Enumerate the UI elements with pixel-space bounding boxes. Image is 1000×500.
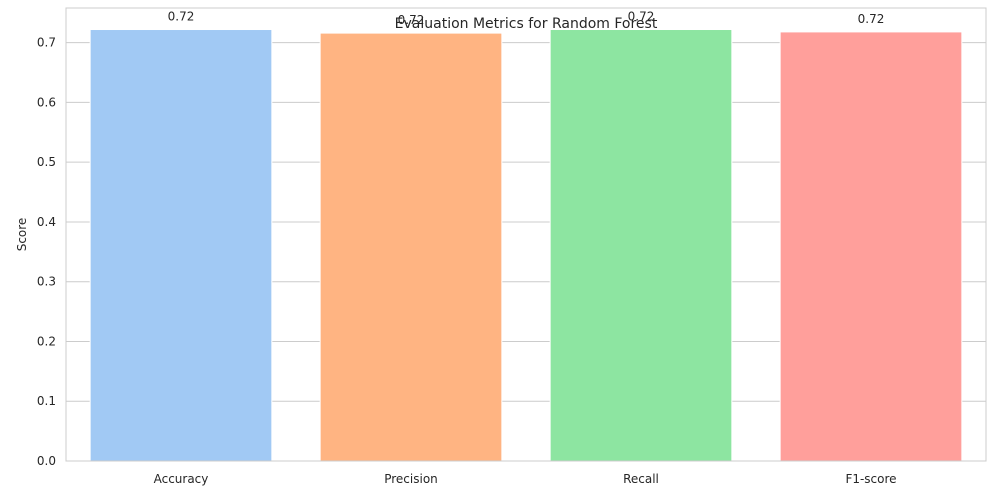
x-tick-label: Precision <box>384 472 438 486</box>
y-tick-label: 0.2 <box>37 334 56 348</box>
y-tick-label: 0.0 <box>37 454 56 468</box>
bar-value-label: 0.72 <box>168 10 195 24</box>
bar-f1-score <box>779 31 963 462</box>
plot-frame <box>65 7 987 462</box>
y-axis-label: Score <box>15 218 29 252</box>
y-tick-label: 0.5 <box>37 155 56 169</box>
x-tick-labels: Accuracy Precision Recall F1-score <box>154 472 897 486</box>
x-tick-label: F1-score <box>845 472 896 486</box>
y-tick-label: 0.4 <box>37 215 56 229</box>
bar-value-label: 0.72 <box>398 13 425 27</box>
bar-precision <box>319 32 503 462</box>
bar-accuracy <box>89 29 273 462</box>
bars <box>89 29 963 462</box>
y-tick-label: 0.3 <box>37 275 56 289</box>
x-tick-label: Accuracy <box>154 472 209 486</box>
y-tick-label: 0.6 <box>37 95 56 109</box>
y-tick-label: 0.7 <box>37 36 56 50</box>
bar-value-label: 0.72 <box>628 10 655 24</box>
bar-recall <box>549 29 733 462</box>
chart-title: Evaluation Metrics for Random Forest <box>395 16 658 32</box>
y-tick-label: 0.1 <box>37 394 56 408</box>
y-tick-labels: 0.0 0.1 0.2 0.3 0.4 0.5 0.6 0.7 <box>37 36 56 468</box>
data-labels: 0.72 0.72 0.72 0.72 <box>168 10 885 28</box>
x-tick-label: Recall <box>623 472 659 486</box>
bar-value-label: 0.72 <box>858 12 885 26</box>
